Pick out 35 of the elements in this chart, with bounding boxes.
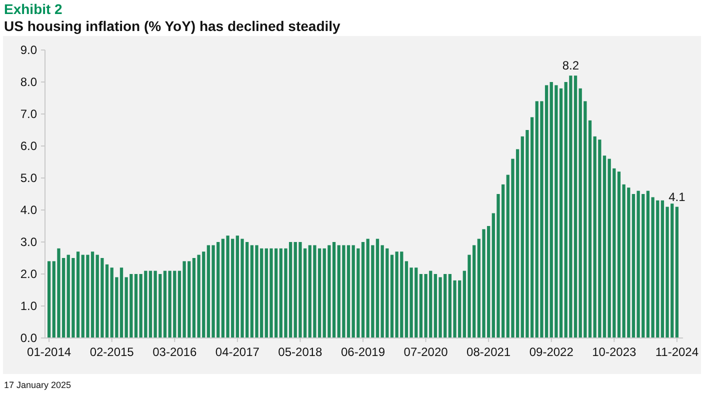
x-tick-label: 02-2015 [90, 345, 134, 359]
text: 17 January 2025 [4, 380, 72, 390]
bar [346, 245, 350, 338]
x-tick-label: 01-2014 [27, 345, 72, 359]
y-tick-label: 2.0 [20, 267, 38, 282]
chart-title: US housing inflation (% YoY) has declined steadily [4, 18, 341, 34]
bar [361, 242, 365, 338]
x-tick-label: 04-2017 [215, 345, 260, 359]
bar [134, 274, 138, 338]
y-tick-label: 9.0 [20, 43, 38, 58]
y-tick-label: 1.0 [20, 299, 38, 314]
y-tick-label: 0.0 [20, 331, 38, 346]
x-tick-label: 07-2020 [404, 345, 448, 359]
bar [376, 238, 380, 338]
bar [602, 156, 606, 338]
chart-subtitle: Exhibit 2 [4, 1, 63, 17]
y-tick-label: 6.0 [20, 139, 38, 154]
x-tick-label: 08-2021 [466, 345, 511, 359]
y-tick-label: 5.0 [20, 171, 38, 186]
y-tick-label: 4.0 [20, 203, 38, 218]
bar [675, 206, 679, 338]
x-tick-label: 10-2023 [592, 345, 636, 359]
bar [120, 268, 124, 338]
x-tick-label: 05-2018 [278, 345, 323, 359]
data-label: 8.2 [562, 58, 580, 73]
x-tick-label: 06-2019 [340, 345, 386, 359]
data-label: 4.1 [668, 190, 686, 204]
y-tick-label: 7.0 [20, 107, 38, 122]
x-tick-label: 09-2022 [529, 345, 574, 359]
x-tick-label: 11-2024 [655, 345, 699, 359]
y-tick-label: 3.0 [20, 235, 38, 250]
bar [588, 120, 592, 338]
y-tick-label: 8.0 [20, 75, 38, 90]
bar [47, 261, 51, 338]
x-tick-label: 03-2016 [152, 345, 197, 359]
